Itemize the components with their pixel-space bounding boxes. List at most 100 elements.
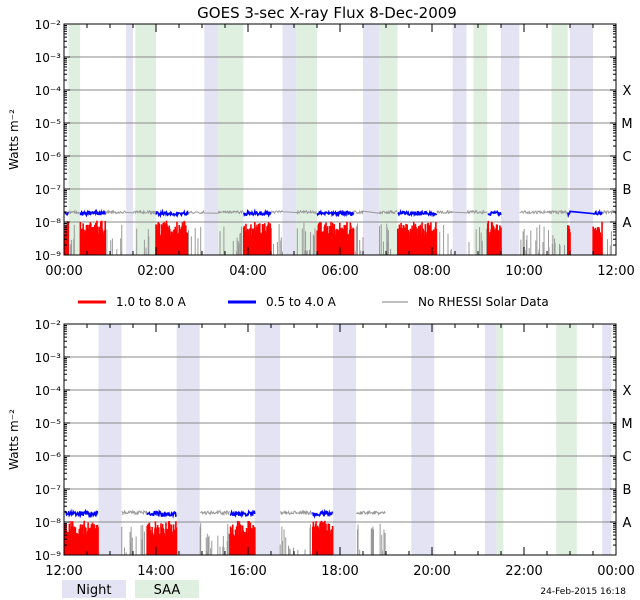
night-band	[363, 24, 380, 255]
series-blue-line	[567, 208, 603, 219]
saa-band	[496, 324, 504, 555]
y-tick-label: 10⁻⁴	[35, 84, 62, 98]
saa-band	[68, 24, 81, 255]
y-tick-label: 10⁻³	[35, 351, 62, 365]
night-band	[411, 324, 435, 555]
night-band	[484, 324, 497, 555]
series-blue-line	[146, 508, 177, 519]
flare-class-label: A	[623, 216, 632, 231]
night-band	[98, 324, 122, 555]
y-tick-label: 10⁻⁹	[35, 549, 62, 563]
series-blue-line	[243, 208, 272, 219]
band-legend-label: SAA	[154, 583, 181, 598]
series-grey-line	[602, 209, 617, 216]
y-tick-label: 10⁻⁷	[35, 183, 62, 197]
x-tick-label: 00:00	[597, 564, 634, 579]
legend-label: No RHESSI Solar Data	[418, 295, 549, 309]
series-blue-line	[229, 509, 256, 519]
night-band	[204, 24, 219, 255]
x-tick-label: 08:00	[413, 264, 450, 279]
series-grey-line	[280, 509, 313, 516]
y-axis-label: Watts m⁻²	[7, 109, 21, 170]
x-tick-label: 12:00	[45, 564, 82, 579]
night-band	[126, 24, 133, 255]
chart-panel-bottom: 10⁻⁹ 10⁻⁸ 10⁻⁷ 10⁻⁶ 10⁻⁵ 10⁻⁴ 10⁻³ 10⁻² 12:00 14:…	[7, 318, 635, 579]
band-legend-swatch	[135, 580, 199, 598]
y-tick-label: 10⁻⁵	[35, 117, 62, 131]
x-tick-label: 22:00	[505, 564, 542, 579]
y-tick-label: 10⁻⁸	[35, 516, 62, 530]
x-tick-label: 20:00	[413, 564, 450, 579]
timestamp: 24-Feb-2015 16:18	[540, 587, 626, 597]
series-blue-line	[64, 508, 99, 519]
x-tick-label: 00:00	[45, 264, 82, 279]
series-blue-line	[397, 208, 438, 218]
night-band	[570, 24, 593, 255]
series-blue-line	[64, 211, 69, 217]
flare-class-label: C	[622, 150, 631, 165]
flare-class-label: B	[623, 483, 632, 498]
chart-title: GOES 3-sec X-ray Flux 8-Dec-2009	[197, 4, 457, 22]
y-tick-label: 10⁻⁹	[35, 249, 62, 263]
saa-band	[135, 24, 156, 255]
series-grey-line	[355, 510, 386, 516]
x-tick-label: 14:00	[137, 564, 174, 579]
series-grey-line	[353, 209, 398, 215]
y-tick-label: 10⁻⁷	[35, 483, 62, 497]
night-band	[333, 324, 357, 555]
x-tick-label: 10:00	[505, 264, 542, 279]
series-grey-line	[121, 509, 148, 516]
saa-band	[473, 24, 488, 255]
night-band	[282, 24, 297, 255]
night-band	[602, 324, 612, 555]
night-band	[501, 24, 520, 255]
x-tick-label: 12:00	[597, 264, 634, 279]
saa-band	[551, 24, 568, 255]
chart-panel-top: 10⁻⁹ 10⁻⁸ 10⁻⁷ 10⁻⁶ 10⁻⁵ 10⁻⁴ 10⁻³ 10⁻² 00:00 02:…	[7, 18, 635, 279]
flare-class-label: A	[623, 516, 632, 531]
y-axis-label: Watts m⁻²	[7, 409, 21, 470]
series-blue-line	[79, 208, 106, 218]
flare-class-label: B	[623, 183, 632, 198]
night-band	[176, 324, 200, 555]
series-grey-line	[68, 209, 81, 215]
legend-label: 0.5 to 4.0 A	[266, 295, 337, 309]
x-tick-label: 02:00	[137, 264, 174, 279]
series-grey-line	[200, 509, 230, 517]
series-grey-line	[270, 209, 317, 215]
series-blue-line	[316, 209, 355, 218]
band-legend-swatch	[62, 580, 126, 598]
x-tick-label: 04:00	[229, 264, 266, 279]
x-tick-label: 18:00	[321, 564, 358, 579]
legend-label: 1.0 to 8.0 A	[116, 295, 187, 309]
saa-band	[296, 24, 317, 255]
series-blue-line	[155, 208, 189, 219]
series-grey-line	[519, 208, 568, 215]
legend: 1.0 to 8.0 A 0.5 to 4.0 A No RHESSI Solar …	[62, 295, 549, 598]
y-tick-label: 10⁻⁵	[35, 417, 62, 431]
series-blue-line	[487, 209, 502, 217]
saa-band	[556, 324, 577, 555]
x-tick-label: 06:00	[321, 264, 358, 279]
y-tick-label: 10⁻²	[35, 318, 62, 332]
series-grey-line	[436, 209, 488, 215]
saa-band	[218, 24, 244, 255]
y-tick-label: 10⁻³	[35, 51, 62, 65]
series-grey-line	[188, 209, 244, 215]
flare-class-label: M	[621, 117, 632, 132]
band-legend-label: Night	[77, 583, 112, 598]
series-grey-line	[105, 209, 156, 216]
y-tick-label: 10⁻⁸	[35, 216, 62, 230]
night-band	[254, 324, 281, 555]
y-tick-label: 10⁻⁴	[35, 384, 62, 398]
y-tick-label: 10⁻⁶	[35, 450, 62, 464]
flare-class-label: X	[623, 84, 632, 99]
x-tick-label: 16:00	[229, 564, 266, 579]
y-tick-label: 10⁻⁶	[35, 150, 62, 164]
flare-class-label: X	[623, 384, 632, 399]
y-tick-label: 10⁻²	[35, 18, 62, 32]
flare-class-label: M	[621, 417, 632, 432]
night-band	[452, 24, 467, 255]
saa-band	[379, 24, 398, 255]
